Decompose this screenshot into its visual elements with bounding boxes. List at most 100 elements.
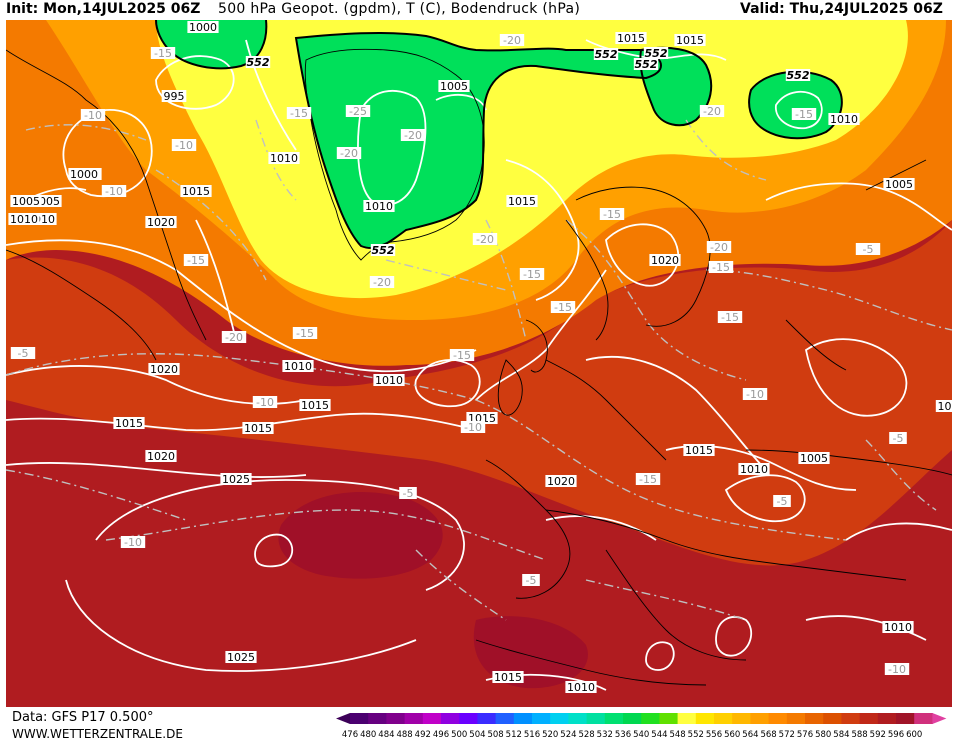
temperature-label: -15: [519, 268, 545, 281]
pressure-label: 1015: [506, 195, 538, 208]
colorbar-tick-label: 592: [870, 730, 886, 739]
colorbar-swatch: [532, 713, 551, 724]
svg-text:1010: 1010: [884, 621, 912, 634]
pressure-label: 1010: [738, 463, 770, 476]
temperature-label: -20: [472, 233, 498, 246]
svg-text:-5: -5: [18, 347, 29, 360]
pressure-label: 1005: [10, 195, 42, 208]
pressure-label: 1010: [373, 374, 405, 387]
colorbar-tick-label: 484: [378, 730, 394, 739]
svg-text:1010: 1010: [567, 681, 595, 694]
valid-time: Valid: Thu,24JUL2025 06Z: [740, 1, 943, 17]
svg-text:552: 552: [787, 69, 810, 82]
colorbar-swatch: [823, 713, 842, 724]
svg-text:1010: 1010: [375, 374, 403, 387]
colorbar-swatch: [677, 713, 697, 724]
svg-text:-25: -25: [349, 105, 367, 118]
pressure-label: 1010: [565, 681, 597, 694]
temperature-label: -25: [345, 105, 371, 118]
temperature-label: -20: [699, 105, 725, 118]
svg-text:1010: 1010: [270, 152, 298, 165]
temperature-label: -5: [522, 574, 540, 587]
temperature-label: -5: [859, 243, 877, 256]
colorbar-swatch: [859, 713, 879, 724]
pressure-label: 1015: [674, 34, 706, 47]
colorbar-swatch: [896, 713, 915, 724]
geopotential-label: 552: [643, 47, 669, 60]
svg-text:-20: -20: [404, 129, 422, 142]
colorbar-tick-label: 476: [342, 730, 358, 739]
temperature-label: -10: [742, 388, 768, 401]
colorbar-tick-label: 596: [888, 730, 904, 739]
init-time: Init: Mon,14JUL2025 06Z: [6, 1, 201, 17]
colorbar-tick-label: 508: [487, 730, 503, 739]
svg-text:1015: 1015: [244, 422, 272, 435]
svg-text:1000: 1000: [189, 21, 217, 34]
colorbar-tick-label: 584: [833, 730, 849, 739]
pressure-label: 1020: [545, 475, 577, 488]
colorbar-tick-label: 520: [542, 730, 558, 739]
colorbar-swatch: [477, 713, 497, 724]
colorbar-swatch: [641, 713, 660, 724]
colorbar-swatch: [623, 713, 642, 724]
svg-text:-15: -15: [795, 108, 813, 121]
temperature-label: -15: [183, 254, 209, 267]
colorbar-swatch: [914, 713, 933, 724]
colorbar-swatch: [441, 713, 460, 724]
temperature-label: -15: [717, 311, 743, 324]
temperature-label: -15: [791, 108, 817, 121]
colorbar-tick-label: 564: [742, 730, 758, 739]
svg-text:-15: -15: [639, 473, 657, 486]
colorbar-swatch: [422, 713, 442, 724]
temperature-label: -15: [635, 473, 661, 486]
isotherms: [6, 119, 952, 621]
colorbar-swatch: [586, 713, 606, 724]
colorbar-swatch: [368, 713, 387, 724]
pressure-label: 995: [161, 90, 187, 103]
pressure-label: 1020: [145, 450, 177, 463]
colorbar-tick-label: 512: [506, 730, 522, 739]
svg-text:-15: -15: [453, 349, 471, 362]
temperature-labels: -15 -10 -10 -10 -15 -15 -20 -25 -20 -20 -15 -20 -20 -…: [10, 34, 910, 676]
colorbar-tick-label: 492: [415, 730, 431, 739]
pressure-label: 1015: [242, 422, 274, 435]
svg-text:1020: 1020: [147, 450, 175, 463]
colorbar-tick-label: 516: [524, 730, 540, 739]
temperature-label: -10: [171, 139, 197, 152]
svg-text:100: 100: [938, 400, 953, 413]
colorbar-swatch: [659, 713, 679, 724]
svg-text:-20: -20: [225, 331, 243, 344]
svg-text:-20: -20: [373, 276, 391, 289]
pressure-label: 1015: [299, 399, 331, 412]
geopotential-label: 552: [370, 244, 396, 257]
svg-text:1020: 1020: [150, 363, 178, 376]
colorbar-swatch: [568, 713, 588, 724]
svg-text:-15: -15: [554, 301, 572, 314]
svg-text:-5: -5: [863, 243, 874, 256]
colorbar-swatch: [350, 713, 369, 724]
colorbar-swatch: [841, 713, 861, 724]
svg-text:552: 552: [372, 244, 395, 257]
svg-text:1015: 1015: [617, 32, 645, 45]
band-green-northwest: [156, 20, 267, 69]
svg-text:1015: 1015: [685, 444, 713, 457]
svg-text:-10: -10: [175, 139, 193, 152]
svg-text:995: 995: [164, 90, 185, 103]
svg-text:1015: 1015: [494, 671, 522, 684]
colorbar-tick-label: 500: [451, 730, 467, 739]
colorbar-high-arrow: [932, 713, 947, 724]
svg-text:-15: -15: [187, 254, 205, 267]
temperature-label: -20: [221, 331, 247, 344]
temperature-label: -15: [286, 107, 312, 120]
svg-text:-20: -20: [503, 34, 521, 47]
temperature-label: -5: [773, 495, 791, 508]
svg-text:1015: 1015: [115, 417, 143, 430]
temperature-label: -10: [101, 185, 127, 198]
pressure-label: 1005: [438, 80, 470, 93]
band-crimson-southeast: [473, 616, 588, 689]
svg-text:1010: 1010: [365, 200, 393, 213]
temperature-label: -15: [292, 327, 318, 340]
colorbar-swatch: [404, 713, 424, 724]
svg-text:-10: -10: [105, 185, 123, 198]
colorbar-swatch: [732, 713, 751, 724]
